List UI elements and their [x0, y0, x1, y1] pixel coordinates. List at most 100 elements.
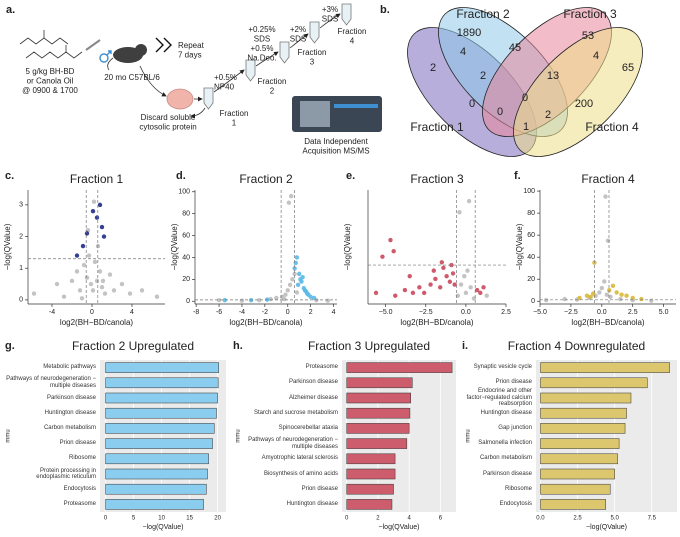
category-label: Huntington disease — [480, 409, 532, 416]
data-point — [216, 297, 222, 303]
bar — [346, 453, 396, 465]
x-tick-label: 2 — [309, 309, 313, 316]
data-point — [292, 271, 297, 277]
data-point — [428, 282, 433, 287]
x-tick-label: 0 — [345, 516, 349, 522]
bar — [346, 468, 396, 480]
y-tick-label: 2 — [19, 233, 23, 240]
x-tick-label: −2.5 — [564, 309, 578, 316]
y-axis-label: mmu — [236, 429, 242, 442]
x-tick-label: 0.0 — [461, 309, 471, 316]
schematic-label: +0.25% — [248, 25, 275, 34]
venn-set-name: Fraction 4 — [585, 120, 639, 134]
schematic-label: Repeat — [178, 41, 205, 50]
data-point — [294, 255, 300, 260]
data-point — [127, 291, 133, 296]
category-label: Protein processing in endoplasmic reticu… — [36, 467, 96, 481]
x-tick-label: −5.0 — [533, 309, 547, 316]
x-axis-label: log2(BH−BD/canola) — [571, 318, 644, 327]
x-tick-label: 4 — [130, 309, 134, 316]
data-point — [94, 278, 100, 284]
schematic-label: 7 days — [178, 51, 202, 60]
syringe — [85, 39, 101, 51]
male-symbol — [99, 53, 109, 63]
y-axis-label: −log(QValue) — [515, 223, 524, 270]
schematic-label: 4 — [350, 37, 355, 46]
category-label: Parkinson disease — [46, 394, 96, 401]
y-tick-label: 0 — [531, 298, 535, 305]
tube — [341, 3, 352, 26]
category-label: Endocytosis — [63, 485, 96, 492]
data-point — [139, 288, 145, 293]
y-axis-label: mmu — [6, 429, 12, 442]
category-label: Synaptic vesicle cycle — [473, 364, 532, 371]
panel-label: d. — [176, 170, 186, 182]
data-point — [402, 287, 408, 293]
panel-label: a. — [6, 4, 15, 16]
x-tick-label: 2.5 — [628, 309, 638, 316]
panel-label: b. — [380, 4, 390, 16]
data-point — [577, 295, 582, 301]
data-point — [614, 290, 619, 295]
tube — [245, 59, 256, 82]
category-label: Endocytosis — [499, 500, 532, 507]
chart-title: Fraction 3 Upregulated — [308, 339, 430, 353]
data-point — [478, 290, 483, 296]
chart-title: Fraction 1 — [70, 172, 124, 186]
x-tick-label: 0 — [90, 309, 94, 316]
y-tick-label: 60 — [527, 232, 535, 239]
bar — [105, 392, 218, 404]
data-point — [639, 296, 644, 302]
data-point — [624, 293, 629, 298]
data-point — [92, 259, 98, 265]
x-axis-label: −log(QValue) — [379, 524, 420, 531]
data-point — [618, 296, 623, 302]
category-label: Carbon metabolism — [479, 455, 532, 462]
arrow — [190, 107, 206, 119]
schematic-label: 1 — [232, 119, 237, 128]
panel-label: e. — [346, 170, 355, 182]
data-point — [31, 291, 37, 296]
data-point — [452, 282, 457, 287]
data-point — [77, 288, 83, 293]
category-label: Prion disease — [495, 379, 532, 386]
venn-set-name: Fraction 2 — [456, 7, 510, 21]
schematic-label: Fraction — [220, 109, 249, 118]
category-label: Parkinson disease — [482, 470, 532, 477]
data-point — [388, 237, 393, 243]
data-point — [97, 269, 103, 274]
venn-count: 0 — [522, 92, 528, 104]
y-axis-label: mmu — [466, 429, 472, 442]
data-point — [302, 288, 308, 293]
data-point — [294, 290, 300, 295]
y-axis-label: −log(QValue) — [170, 223, 179, 270]
x-tick-label: −2.5 — [419, 309, 433, 316]
venn-count: 13 — [547, 70, 559, 82]
data-point — [630, 295, 635, 301]
tube — [279, 41, 290, 64]
data-point — [74, 253, 80, 258]
bar — [540, 362, 670, 373]
x-tick-label: 7.5 — [648, 516, 657, 522]
bar — [346, 392, 411, 404]
data-point — [466, 198, 472, 204]
panel-label: i. — [462, 340, 468, 352]
schematic-label: +0.5% — [251, 44, 274, 53]
schematic-label: 5 g/kg BH-BD — [26, 67, 75, 76]
x-tick-label: 0.0 — [597, 309, 607, 316]
bar — [540, 377, 648, 389]
schematic-label: Discard soluble — [141, 113, 196, 122]
venn-count: 65 — [622, 62, 634, 74]
data-point — [300, 274, 305, 280]
data-point — [468, 285, 473, 290]
panel-label: h. — [233, 340, 243, 352]
data-point — [619, 292, 624, 297]
x-tick-label: −5.0 — [379, 309, 393, 316]
venn-set-name: Fraction 3 — [563, 7, 617, 21]
x-tick-label: 2 — [376, 516, 380, 522]
chart-title: Fraction 4 Downregulated — [508, 339, 645, 353]
data-point — [610, 283, 616, 289]
x-tick-label: 2.5 — [501, 309, 511, 316]
bar — [346, 423, 410, 434]
